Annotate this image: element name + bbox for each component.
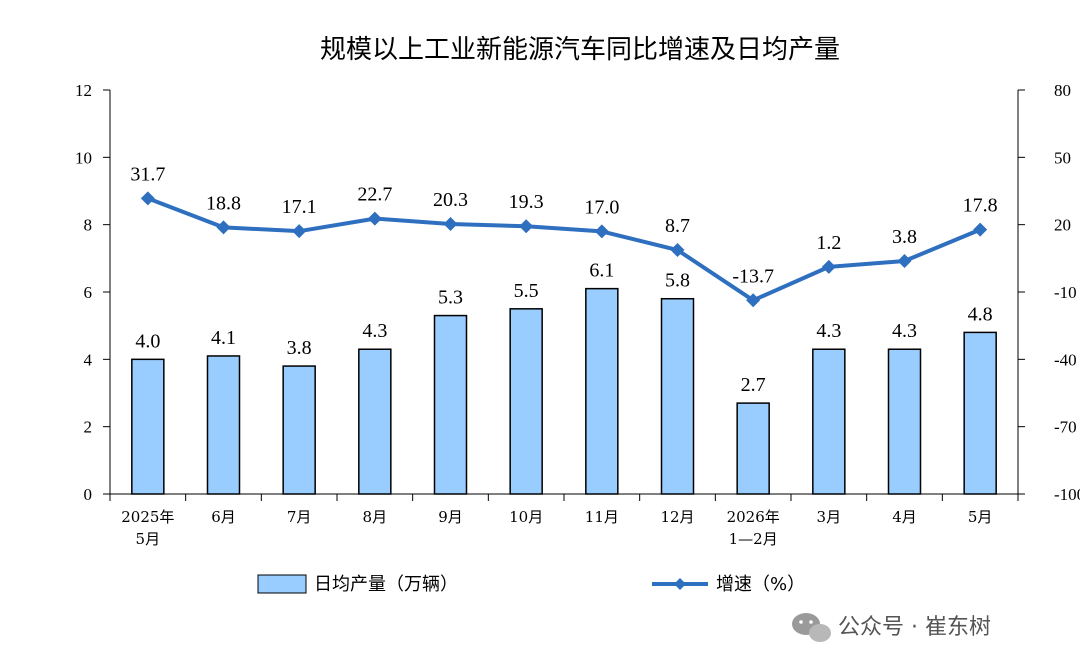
legend-label-bar: 日均产量（万辆）: [314, 574, 458, 595]
line-series: [140, 191, 988, 308]
bar: [887, 348, 922, 495]
legend-label-line: 增速（%）: [716, 574, 805, 595]
line-point: [519, 219, 534, 234]
category-label: 2026年: [727, 508, 780, 526]
watermark: 公众号 · 崔东树: [792, 613, 991, 642]
line-value-label: 8.7: [665, 215, 690, 237]
line-value-label: 17.8: [963, 195, 998, 217]
y-tick-left-label: 8: [84, 216, 93, 235]
bar-value-label: 4.0: [135, 330, 160, 352]
category-label: 7月: [287, 508, 312, 526]
category-label: 11月: [585, 508, 619, 526]
bar-value-label: 3.8: [287, 337, 312, 359]
bar: [812, 348, 846, 495]
category-label: 5月: [968, 508, 993, 526]
category-label: 3月: [817, 508, 842, 526]
bar-value-label: 4.3: [892, 320, 917, 342]
line-point: [140, 191, 155, 206]
category-label: 10月: [509, 508, 543, 526]
y-tick-right-label: 80: [1054, 81, 1071, 100]
bar-value-label: 4.3: [816, 320, 841, 342]
category-labels: 2025年 5月 6月 7月 8月 9月 10月 11月 12月 2026年 1—2月 3月 4月 5月: [121, 508, 992, 548]
bar-value-label: 5.5: [514, 280, 539, 302]
wechat-icon: [792, 613, 831, 642]
category-label: 5月: [136, 530, 161, 548]
bar: [131, 358, 165, 495]
bar: [963, 331, 997, 495]
bar: [585, 287, 619, 495]
y-tick-left-label: 2: [84, 418, 93, 437]
y-tick-right-label: 50: [1054, 148, 1071, 167]
y-tick-left-label: 0: [84, 485, 93, 504]
category-label: 4月: [892, 508, 917, 526]
y-tick-left-label: 6: [84, 283, 93, 302]
category-label: 1—2月: [729, 530, 778, 548]
line-value-label: 20.3: [433, 189, 468, 211]
line-value-label: 17.1: [282, 196, 317, 218]
line-point: [594, 224, 609, 239]
line-value-label: 22.7: [357, 184, 392, 206]
bar: [358, 348, 392, 495]
line-point: [670, 243, 685, 258]
bar-value-label: 4.1: [211, 327, 236, 349]
bar: [282, 365, 316, 495]
y-tick-left-label: 4: [84, 350, 93, 369]
legend: 日均产量（万辆） 增速（%）: [257, 574, 805, 595]
bar-series: [131, 287, 997, 495]
category-label: 2025年: [121, 508, 174, 526]
category-label: 8月: [363, 508, 388, 526]
growth-line: [147, 196, 981, 303]
y-tick-right-label: -40: [1054, 350, 1077, 369]
line-point: [292, 224, 307, 239]
line-point: [973, 222, 988, 237]
data-labels: 4.0 4.1 3.8 4.3 5.3 5.5 6.1 5.8 2.7 4.3 4.3 4.8 31.7…: [130, 163, 997, 396]
y-tick-left-label: 12: [75, 81, 92, 100]
category-label: 12月: [660, 508, 694, 526]
bar: [509, 308, 543, 495]
bar: [433, 314, 468, 495]
bar-value-label: 4.8: [968, 303, 993, 325]
line-point: [443, 216, 458, 231]
y-tick-right-label: -100: [1054, 485, 1080, 504]
bar: [206, 355, 241, 495]
bar-value-label: 2.7: [741, 374, 766, 396]
line-value-label: 3.8: [892, 226, 917, 248]
line-point: [821, 259, 836, 274]
bar-value-label: 6.1: [589, 260, 614, 282]
y-tick-left-label: 10: [75, 148, 92, 167]
legend-marker-line: [674, 578, 686, 590]
category-label: 9月: [438, 508, 463, 526]
legend-swatch-bar: [257, 574, 307, 594]
bar-value-label: 4.3: [362, 320, 387, 342]
category-label: 6月: [211, 508, 236, 526]
line-value-label: 17.0: [584, 196, 619, 218]
line-point: [897, 254, 912, 269]
line-point: [216, 220, 231, 235]
watermark-text: 公众号 · 崔东树: [838, 615, 991, 640]
line-value-label: -13.7: [732, 265, 774, 287]
line-value-label: 18.8: [206, 192, 241, 214]
axes: 0 2 4 6 8 10 12 -100 -70 -40 -10 20 50 80: [75, 81, 1080, 504]
bar: [736, 402, 770, 495]
bar-value-label: 5.3: [438, 287, 463, 309]
y-tick-right-label: -10: [1054, 283, 1077, 302]
line-value-label: 1.2: [816, 232, 841, 254]
chart-title: 规模以上工业新能源汽车同比增速及日均产量: [320, 35, 840, 65]
bar-value-label: 5.8: [665, 270, 690, 292]
y-tick-right-label: -70: [1054, 418, 1077, 437]
y-tick-right-label: 20: [1054, 216, 1071, 235]
line-point: [746, 293, 761, 308]
line-value-label: 31.7: [130, 163, 165, 185]
bar: [660, 297, 695, 495]
line-value-label: 19.3: [509, 191, 544, 213]
line-point: [367, 211, 382, 226]
